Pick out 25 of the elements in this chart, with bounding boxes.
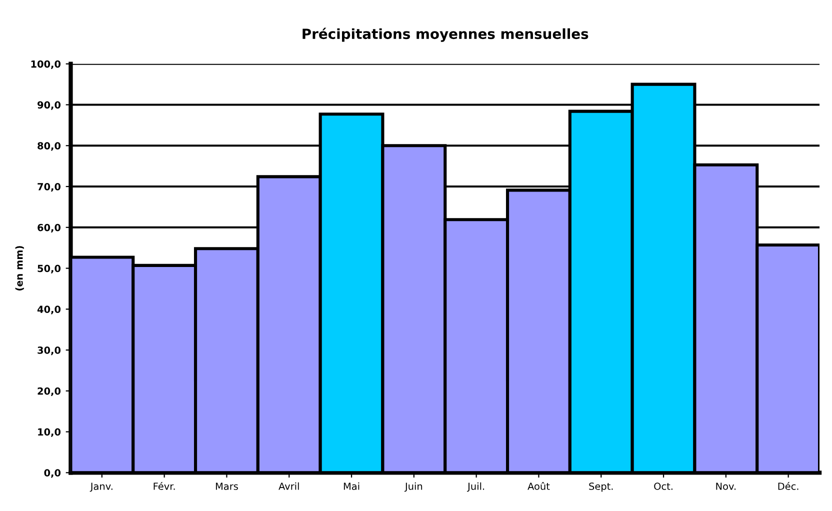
x-tick-label: Août [528, 482, 550, 490]
y-tick-label: 10,0 [38, 428, 61, 437]
x-tick-label: Juin [404, 482, 422, 492]
x-tick-label: Mars [216, 482, 238, 490]
y-tick-label: 50,0 [38, 264, 61, 274]
x-tick-label: Avril [278, 482, 299, 490]
x-tick-label: Déc. [778, 482, 798, 490]
y-tick-label: 90,0 [38, 101, 61, 110]
y-tick-label: 70,0 [38, 182, 61, 192]
x-tick-label: Janv. [90, 482, 112, 492]
x-tick-label: Févr. [154, 482, 175, 490]
x-tick-label: Nov. [716, 482, 736, 490]
x-tick-label: Mai [344, 482, 360, 490]
y-tick-label: 40,0 [37, 306, 61, 314]
y-tick-label: 100,0 [31, 60, 61, 69]
x-tick-label: Oct. [654, 482, 672, 490]
chart-title: Précipitations moyennes mensuelles [302, 28, 588, 42]
y-tick-label: 80,0 [38, 142, 61, 151]
y-tick-label: 30,0 [38, 346, 61, 356]
y-tick-label: 20,0 [38, 387, 61, 396]
x-tick-label: Juil. [467, 482, 484, 492]
x-tick-label: Sept. [589, 482, 613, 492]
y-tick-label: 0,0 [44, 469, 61, 478]
y-tick-label: 60,0 [38, 224, 61, 232]
y-axis-title: (en mm) [15, 246, 24, 290]
